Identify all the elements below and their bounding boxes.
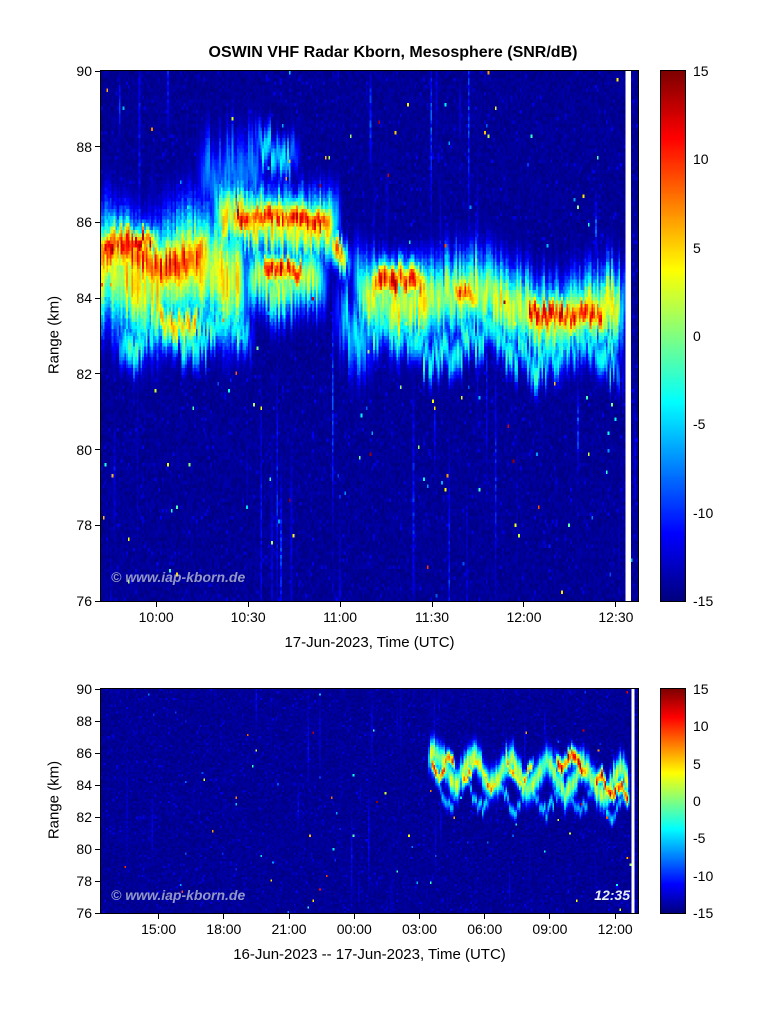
y-tick-mark — [95, 373, 101, 375]
x-tick-label: 18:00 — [206, 921, 242, 937]
colorbar-tick-label: -5 — [693, 416, 706, 433]
x-tick-label: 11:00 — [323, 609, 358, 625]
x-tick-mark — [158, 913, 160, 919]
x-tick-label: 11:30 — [415, 609, 450, 625]
colorbar-tick-label: 10 — [693, 718, 709, 735]
colorbar-tick-label: 5 — [693, 239, 701, 256]
bottom-y-axis-label: Range (km) — [45, 760, 63, 840]
x-tick-label: 12:30 — [598, 609, 634, 625]
x-tick-label: 21:00 — [271, 921, 307, 937]
y-tick-label: 80 — [76, 441, 92, 458]
x-tick-mark — [431, 601, 433, 607]
colorbar-tick-label: 15 — [693, 63, 709, 79]
y-tick-mark — [95, 70, 101, 72]
bottom-x-axis-label: 16-Jun-2023 -- 17-Jun-2023, Time (UTC) — [233, 946, 506, 963]
y-tick-label: 78 — [76, 517, 92, 534]
x-tick-mark — [523, 601, 525, 607]
y-tick-label: 88 — [76, 713, 92, 729]
x-tick-mark — [419, 913, 420, 919]
y-tick-mark — [95, 784, 101, 786]
bottom-colorbar: 15 10 5 0 -5 -10 -15 — [660, 681, 713, 921]
y-tick-mark — [95, 752, 101, 754]
y-tick-mark — [95, 816, 101, 818]
last-update-clock: 12:35 — [594, 887, 630, 903]
bottom-heatmap-canvas — [101, 689, 638, 913]
x-tick-mark — [155, 601, 157, 607]
y-tick-label: 80 — [76, 841, 92, 857]
x-tick-label: 12:00 — [597, 921, 633, 937]
x-tick-label: 10:00 — [138, 609, 174, 625]
top-heatmap-canvas — [101, 71, 638, 601]
x-tick-mark — [615, 601, 617, 607]
figure-title: OSWIN VHF Radar Kborn, Mesosphere (SNR/d… — [208, 44, 578, 61]
x-tick-mark — [484, 913, 486, 919]
y-tick-mark — [95, 912, 101, 914]
colorbar-tick-label: 0 — [693, 793, 701, 809]
x-tick-mark — [353, 913, 355, 919]
y-tick-label: 78 — [76, 873, 92, 889]
colorbar-tick-label: -10 — [693, 867, 714, 884]
y-tick-label: 88 — [76, 138, 92, 155]
colorbar-tick-label: -15 — [693, 593, 714, 609]
x-tick-label: 12:00 — [506, 609, 542, 625]
x-tick-mark — [614, 913, 616, 919]
x-tick-mark — [288, 913, 290, 919]
y-tick-label: 90 — [76, 63, 92, 79]
x-tick-mark — [339, 601, 341, 607]
colorbar-tick-label: -5 — [693, 830, 706, 847]
x-tick-label: 10:30 — [230, 609, 266, 625]
y-tick-label: 76 — [76, 593, 92, 609]
y-tick-mark — [95, 688, 101, 690]
x-tick-label: 09:00 — [532, 921, 568, 937]
y-tick-mark — [95, 146, 101, 148]
watermark-top: © www.iap-kborn.de — [111, 569, 246, 585]
watermark-bottom: © www.iap-kborn.de — [111, 887, 246, 903]
y-tick-label: 86 — [76, 214, 92, 231]
top-x-axis-label: 17-Jun-2023, Time (UTC) — [284, 634, 455, 651]
top-colorbar: 15 10 5 0 -5 -10 -15 — [660, 63, 713, 609]
x-tick-mark — [223, 913, 225, 919]
y-tick-mark — [95, 880, 101, 882]
colorbar-tick-label: -10 — [693, 504, 714, 521]
colorbar-tick-label: 10 — [693, 151, 709, 168]
bottom-colorbar-canvas — [661, 689, 685, 913]
y-tick-label: 82 — [76, 365, 92, 382]
y-tick-mark — [95, 449, 101, 451]
bottom-heatmap-panel: © www.iap-kborn.de 12:35 16-Jun-2023 -- … — [76, 681, 639, 963]
y-tick-mark — [95, 720, 101, 722]
y-tick-label: 86 — [76, 745, 92, 761]
x-tick-label: 15:00 — [141, 921, 177, 937]
y-tick-label: 90 — [76, 681, 92, 697]
y-tick-mark — [95, 221, 101, 223]
y-tick-mark — [95, 524, 101, 526]
x-tick-mark — [549, 913, 551, 919]
top-colorbar-canvas — [661, 71, 685, 601]
y-tick-label: 84 — [76, 290, 92, 307]
top-heatmap-panel: © www.iap-kborn.de 17-Jun-2023, Time (UT… — [76, 63, 639, 651]
colorbar-tick-label: -15 — [693, 905, 714, 921]
colorbar-tick-label: 5 — [693, 755, 701, 772]
top-y-axis-label: Range (km) — [45, 295, 63, 375]
colorbar-tick-label: 15 — [693, 681, 709, 697]
y-tick-label: 82 — [76, 809, 92, 825]
colorbar-tick-label: 0 — [693, 328, 701, 344]
x-tick-label: 03:00 — [401, 921, 438, 937]
y-tick-mark — [95, 297, 101, 299]
y-tick-label: 76 — [76, 905, 92, 921]
y-tick-mark — [95, 600, 101, 602]
x-tick-label: 00:00 — [336, 921, 372, 937]
x-tick-mark — [247, 601, 249, 607]
x-tick-label: 06:00 — [467, 921, 503, 937]
y-tick-mark — [95, 848, 101, 850]
y-tick-label: 84 — [76, 777, 92, 793]
